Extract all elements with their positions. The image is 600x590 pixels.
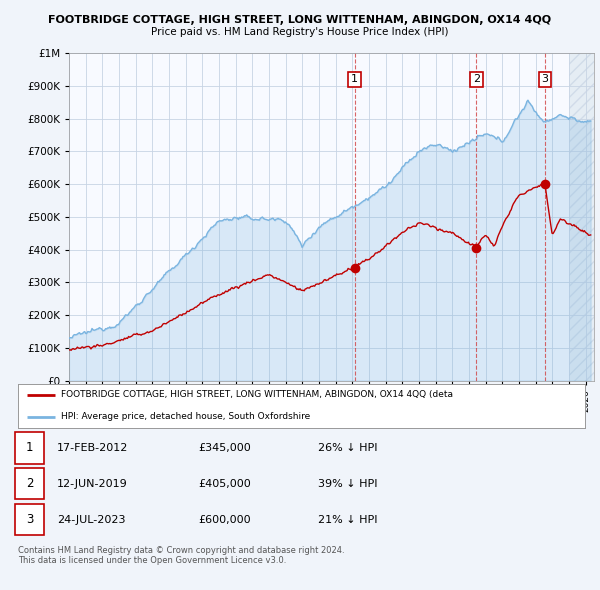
Text: 1: 1 xyxy=(351,74,358,84)
Text: 1: 1 xyxy=(26,441,33,454)
Text: 2: 2 xyxy=(473,74,480,84)
Text: Price paid vs. HM Land Registry's House Price Index (HPI): Price paid vs. HM Land Registry's House … xyxy=(151,27,449,37)
Text: 39% ↓ HPI: 39% ↓ HPI xyxy=(318,479,377,489)
Text: FOOTBRIDGE COTTAGE, HIGH STREET, LONG WITTENHAM, ABINGDON, OX14 4QQ: FOOTBRIDGE COTTAGE, HIGH STREET, LONG WI… xyxy=(49,15,551,25)
Bar xyxy=(569,53,594,381)
Text: 3: 3 xyxy=(26,513,33,526)
Text: 3: 3 xyxy=(541,74,548,84)
FancyBboxPatch shape xyxy=(15,468,44,500)
Text: £345,000: £345,000 xyxy=(198,443,251,453)
FancyBboxPatch shape xyxy=(15,432,44,464)
Text: 17-FEB-2012: 17-FEB-2012 xyxy=(57,443,128,453)
Text: 26% ↓ HPI: 26% ↓ HPI xyxy=(318,443,377,453)
Text: HPI: Average price, detached house, South Oxfordshire: HPI: Average price, detached house, Sout… xyxy=(61,412,310,421)
Text: £405,000: £405,000 xyxy=(198,479,251,489)
Text: £600,000: £600,000 xyxy=(198,514,251,525)
Text: FOOTBRIDGE COTTAGE, HIGH STREET, LONG WITTENHAM, ABINGDON, OX14 4QQ (deta: FOOTBRIDGE COTTAGE, HIGH STREET, LONG WI… xyxy=(61,390,452,399)
FancyBboxPatch shape xyxy=(15,504,44,535)
Text: Contains HM Land Registry data © Crown copyright and database right 2024.
This d: Contains HM Land Registry data © Crown c… xyxy=(18,546,344,565)
Text: 2: 2 xyxy=(26,477,33,490)
Text: 12-JUN-2019: 12-JUN-2019 xyxy=(57,479,128,489)
Text: 24-JUL-2023: 24-JUL-2023 xyxy=(57,514,125,525)
Text: 21% ↓ HPI: 21% ↓ HPI xyxy=(318,514,377,525)
